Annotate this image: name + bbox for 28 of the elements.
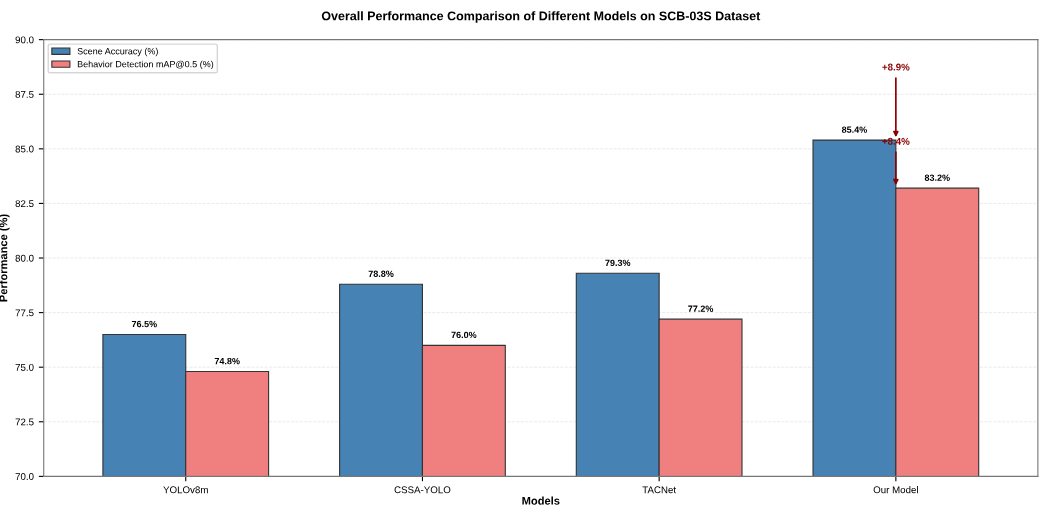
x-tick-label: Our Model: [873, 486, 918, 494]
y-tick-label: 70.0: [15, 473, 34, 480]
chart-title: Overall Performance Comparison of Different Models on SCB-03S Dataset: [321, 11, 761, 23]
y-tick-label: 72.5: [15, 418, 34, 426]
y-tick-label: 87.5: [15, 90, 34, 98]
x-tick-label: CSSA-YOLO: [394, 486, 451, 494]
data-label: 79.3%: [605, 259, 631, 267]
data-label: 85.4%: [841, 126, 867, 133]
y-tick-label: 80.0: [15, 254, 34, 262]
annotation: +8.4%: [882, 137, 910, 145]
x-tick-label: TACNet: [642, 486, 677, 494]
data-label: 74.8%: [214, 357, 240, 365]
legend-label: Behavior Detection mAP@0.5 (%): [77, 60, 214, 70]
x-axis-title: Models: [522, 496, 560, 505]
y-axis-title: Performance (%): [0, 214, 10, 302]
y-tick-label: 90.0: [15, 36, 34, 44]
y-tick-label: 85.0: [15, 145, 34, 153]
annotation: +8.9%: [882, 63, 910, 71]
data-label: 83.2%: [924, 174, 950, 181]
y-tick-label: 75.0: [15, 363, 34, 371]
x-tick-label: YOLOv8m: [163, 486, 208, 494]
y-tick-label: 77.5: [15, 309, 34, 317]
y-tick-label: 82.5: [15, 200, 34, 208]
data-label: 76.0%: [451, 331, 477, 339]
data-label: 77.2%: [688, 305, 714, 312]
legend-label: Scene Accuracy (%): [77, 47, 158, 57]
data-label: 76.5%: [131, 320, 157, 328]
data-label: 78.8%: [368, 270, 394, 277]
